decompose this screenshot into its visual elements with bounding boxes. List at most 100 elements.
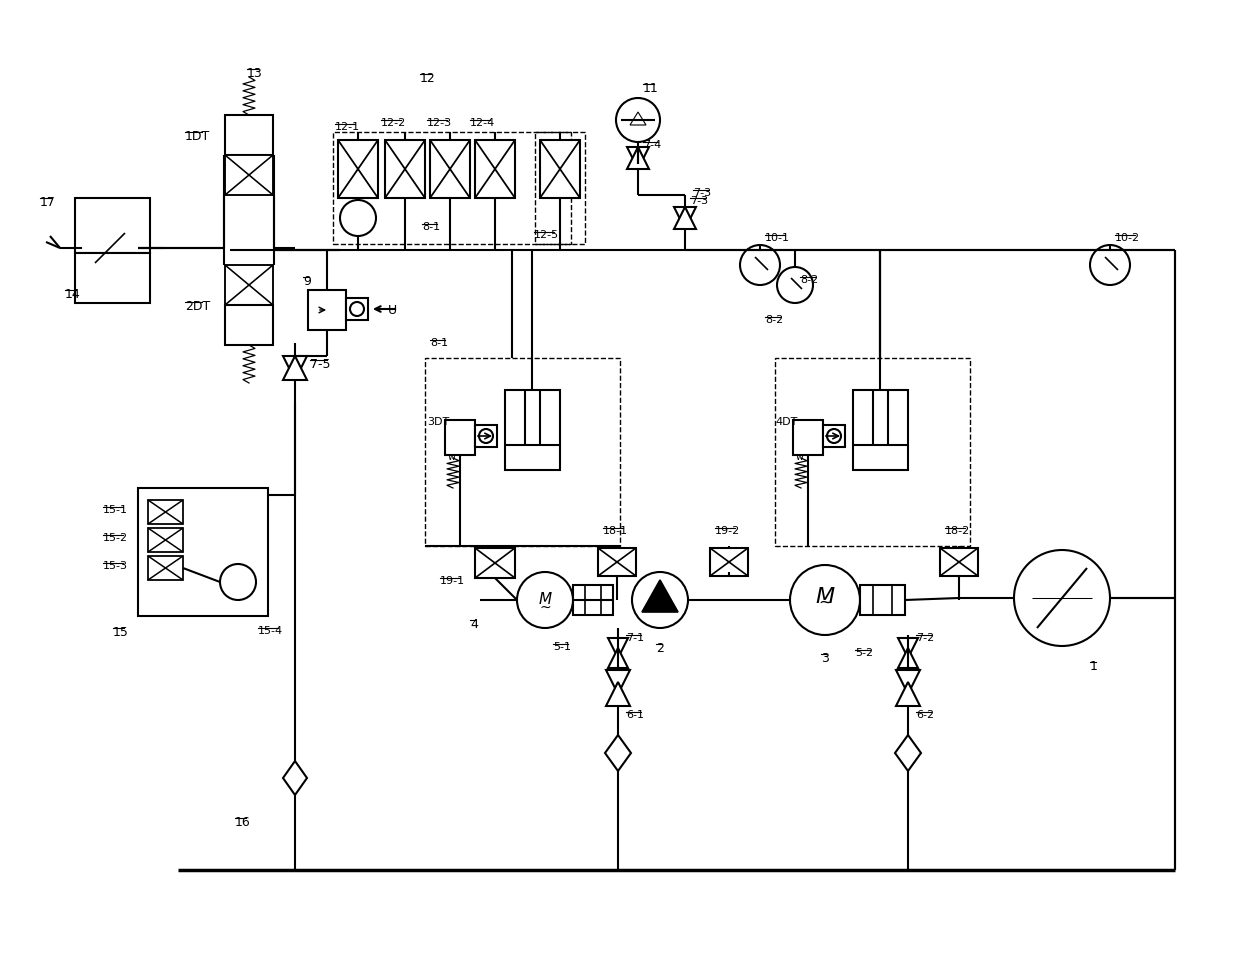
Text: 12-2: 12-2 <box>381 118 407 128</box>
Text: 3DT: 3DT <box>427 417 449 427</box>
Bar <box>598 548 636 576</box>
Text: 7-3: 7-3 <box>693 188 711 198</box>
Bar <box>539 140 580 198</box>
Polygon shape <box>898 638 918 658</box>
Text: 10-2: 10-2 <box>1115 233 1140 243</box>
Polygon shape <box>606 670 630 694</box>
Text: 7-3: 7-3 <box>689 196 708 206</box>
Bar <box>445 420 475 455</box>
Circle shape <box>777 267 813 303</box>
Bar <box>334 132 570 244</box>
Bar <box>148 528 184 552</box>
Bar <box>74 198 150 253</box>
Text: 5-1: 5-1 <box>553 642 570 652</box>
Text: 4DT: 4DT <box>775 417 797 427</box>
Polygon shape <box>627 147 649 169</box>
Text: 12-4: 12-4 <box>470 118 495 128</box>
Polygon shape <box>675 207 696 229</box>
Text: 12-5: 12-5 <box>534 230 559 240</box>
Bar <box>224 305 273 345</box>
Text: 8-2: 8-2 <box>765 315 784 325</box>
Circle shape <box>82 220 138 276</box>
Text: 18-1: 18-1 <box>603 526 629 536</box>
Bar <box>711 548 748 576</box>
Text: 15-1: 15-1 <box>103 505 128 515</box>
Text: 1: 1 <box>1090 660 1097 673</box>
Polygon shape <box>606 682 630 706</box>
Text: ~: ~ <box>539 601 551 615</box>
Text: 7-2: 7-2 <box>916 633 934 643</box>
Bar <box>138 488 268 616</box>
Bar <box>224 265 273 305</box>
Circle shape <box>827 429 841 443</box>
Text: 11: 11 <box>644 82 658 95</box>
Polygon shape <box>642 580 678 612</box>
Text: 12-1: 12-1 <box>335 122 360 132</box>
Circle shape <box>219 564 255 600</box>
Text: 15-2: 15-2 <box>103 533 128 543</box>
Text: 19-1: 19-1 <box>440 576 465 586</box>
Text: w: w <box>796 452 804 462</box>
Text: 3: 3 <box>821 652 828 665</box>
Bar <box>534 132 585 244</box>
Circle shape <box>479 429 494 443</box>
Bar <box>425 358 620 546</box>
Text: U: U <box>388 304 397 317</box>
Text: 8-1: 8-1 <box>430 338 448 348</box>
Text: 7-4: 7-4 <box>644 140 661 150</box>
Bar <box>384 140 425 198</box>
Text: 18-2: 18-2 <box>945 526 970 536</box>
Circle shape <box>340 200 376 236</box>
Text: 1DT: 1DT <box>185 130 211 143</box>
Bar <box>148 556 184 580</box>
Bar <box>74 253 150 303</box>
Text: 4: 4 <box>470 618 477 631</box>
Bar <box>346 298 368 320</box>
Circle shape <box>790 565 861 635</box>
Circle shape <box>517 572 573 628</box>
Bar <box>861 585 905 615</box>
Polygon shape <box>897 682 920 706</box>
Text: 8-1: 8-1 <box>422 222 440 232</box>
Circle shape <box>1014 550 1110 646</box>
Circle shape <box>1090 245 1130 285</box>
Text: 15: 15 <box>113 626 129 639</box>
Text: 6-1: 6-1 <box>626 710 644 720</box>
Text: w: w <box>448 452 456 462</box>
Text: 19-2: 19-2 <box>715 526 740 536</box>
Bar <box>823 425 844 447</box>
Bar <box>430 140 470 198</box>
Bar <box>573 585 613 615</box>
Text: 8-2: 8-2 <box>800 275 818 285</box>
Polygon shape <box>283 356 308 380</box>
Bar <box>794 420 823 455</box>
Circle shape <box>350 302 365 316</box>
Bar <box>339 140 378 198</box>
Bar <box>775 358 970 546</box>
Polygon shape <box>898 648 918 668</box>
Polygon shape <box>608 638 627 658</box>
Polygon shape <box>608 648 627 668</box>
Polygon shape <box>627 147 649 169</box>
Text: 16: 16 <box>236 816 250 829</box>
Text: 10-1: 10-1 <box>765 233 790 243</box>
Polygon shape <box>283 761 308 795</box>
Bar <box>224 155 273 195</box>
Text: 7-1: 7-1 <box>626 633 644 643</box>
Bar <box>308 290 346 330</box>
Polygon shape <box>675 207 696 229</box>
Circle shape <box>632 572 688 628</box>
Text: ~: ~ <box>818 594 832 612</box>
Text: 9: 9 <box>303 275 311 288</box>
Text: 12-3: 12-3 <box>427 118 453 128</box>
Bar <box>475 140 515 198</box>
Polygon shape <box>605 735 631 771</box>
Text: 7-5: 7-5 <box>310 358 331 371</box>
Text: M: M <box>538 593 552 607</box>
Circle shape <box>740 245 780 285</box>
Bar <box>505 390 560 470</box>
Polygon shape <box>895 735 921 771</box>
Text: 15-3: 15-3 <box>103 561 128 571</box>
Text: 6-2: 6-2 <box>916 710 934 720</box>
Text: 12: 12 <box>420 72 435 85</box>
